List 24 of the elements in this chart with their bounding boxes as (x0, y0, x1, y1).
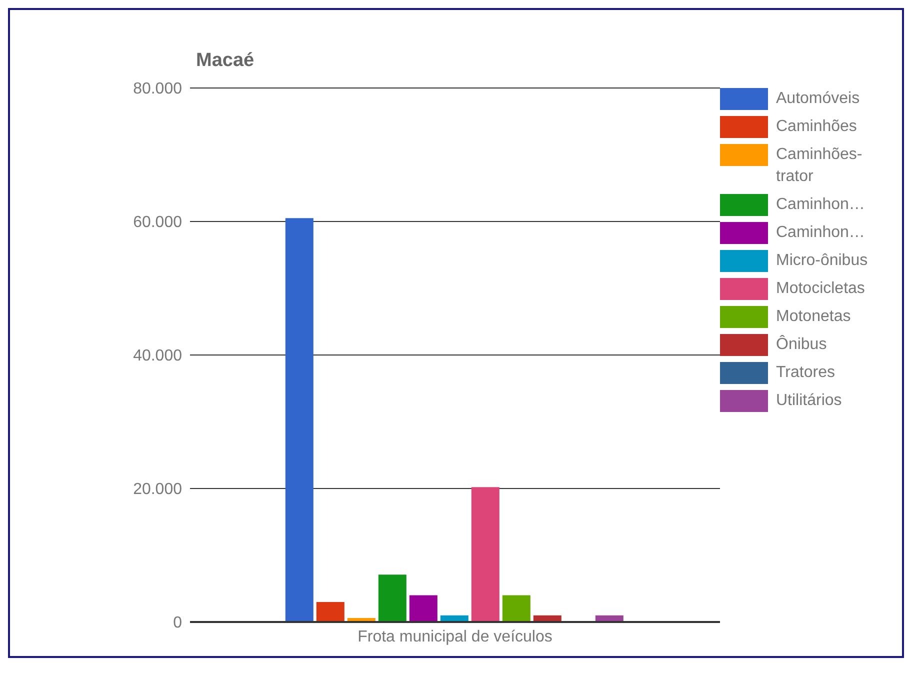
legend-label: Utilitários (776, 391, 843, 411)
legend-label: Caminhon… (776, 223, 866, 243)
legend-label: Ônibus (776, 334, 828, 355)
x-tick-label: Frota municipal de veículos (358, 628, 552, 646)
legend-label: Caminhon… (776, 195, 866, 215)
chart-title: Macaé (195, 49, 256, 73)
bar (471, 487, 500, 622)
legend-label: Tratores (776, 363, 836, 383)
y-tick-label: 80.000 (133, 80, 182, 98)
legend-label: Caminhões-trator (776, 145, 864, 187)
legend-label: Automóveis (776, 89, 861, 109)
y-tick-label: 20.000 (133, 481, 182, 498)
legend-label: Motocicletas (776, 279, 866, 299)
legend-label: Micro-ônibus (776, 251, 869, 271)
y-tick-label: 60.000 (133, 214, 182, 232)
legend-label: Caminhões (776, 117, 858, 137)
bar (316, 602, 344, 622)
bar (378, 574, 406, 622)
bar (285, 218, 314, 622)
legend-label: Motonetas (776, 307, 852, 327)
y-tick-label: 0 (173, 614, 182, 632)
y-tick-label: 40.000 (133, 348, 182, 365)
bar (502, 595, 530, 622)
bar (409, 595, 438, 622)
